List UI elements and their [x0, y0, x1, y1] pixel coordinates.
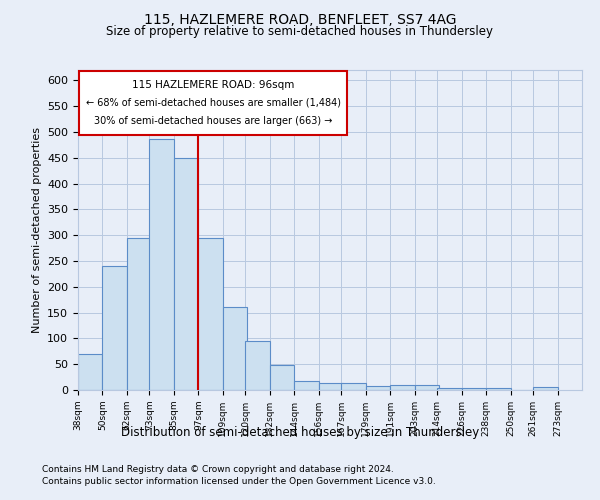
Bar	[174, 158, 199, 390]
FancyBboxPatch shape	[79, 71, 347, 134]
Text: Contains public sector information licensed under the Open Government Licence v3: Contains public sector information licen…	[42, 478, 436, 486]
Text: ← 68% of semi-detached houses are smaller (1,484): ← 68% of semi-detached houses are smalle…	[86, 98, 341, 108]
Bar	[270, 365, 294, 390]
Bar	[127, 238, 151, 390]
Bar	[341, 383, 366, 390]
Bar	[390, 386, 415, 390]
Bar	[366, 386, 390, 390]
Bar	[245, 341, 270, 390]
Bar	[294, 380, 319, 390]
Text: 30% of semi-detached houses are larger (663) →: 30% of semi-detached houses are larger (…	[94, 116, 332, 126]
Bar	[149, 138, 174, 390]
Bar	[533, 388, 557, 390]
Bar	[78, 354, 103, 390]
Text: Contains HM Land Registry data © Crown copyright and database right 2024.: Contains HM Land Registry data © Crown c…	[42, 464, 394, 473]
Text: Distribution of semi-detached houses by size in Thundersley: Distribution of semi-detached houses by …	[121, 426, 479, 439]
Bar	[437, 388, 461, 390]
Y-axis label: Number of semi-detached properties: Number of semi-detached properties	[32, 127, 41, 333]
Bar	[223, 308, 247, 390]
Bar	[199, 238, 223, 390]
Text: 115 HAZLEMERE ROAD: 96sqm: 115 HAZLEMERE ROAD: 96sqm	[132, 80, 295, 90]
Bar	[415, 386, 439, 390]
Text: Size of property relative to semi-detached houses in Thundersley: Size of property relative to semi-detach…	[107, 25, 493, 38]
Bar	[461, 388, 486, 390]
Bar	[486, 388, 511, 390]
Text: 115, HAZLEMERE ROAD, BENFLEET, SS7 4AG: 115, HAZLEMERE ROAD, BENFLEET, SS7 4AG	[144, 12, 456, 26]
Bar	[319, 383, 343, 390]
Bar	[103, 266, 127, 390]
